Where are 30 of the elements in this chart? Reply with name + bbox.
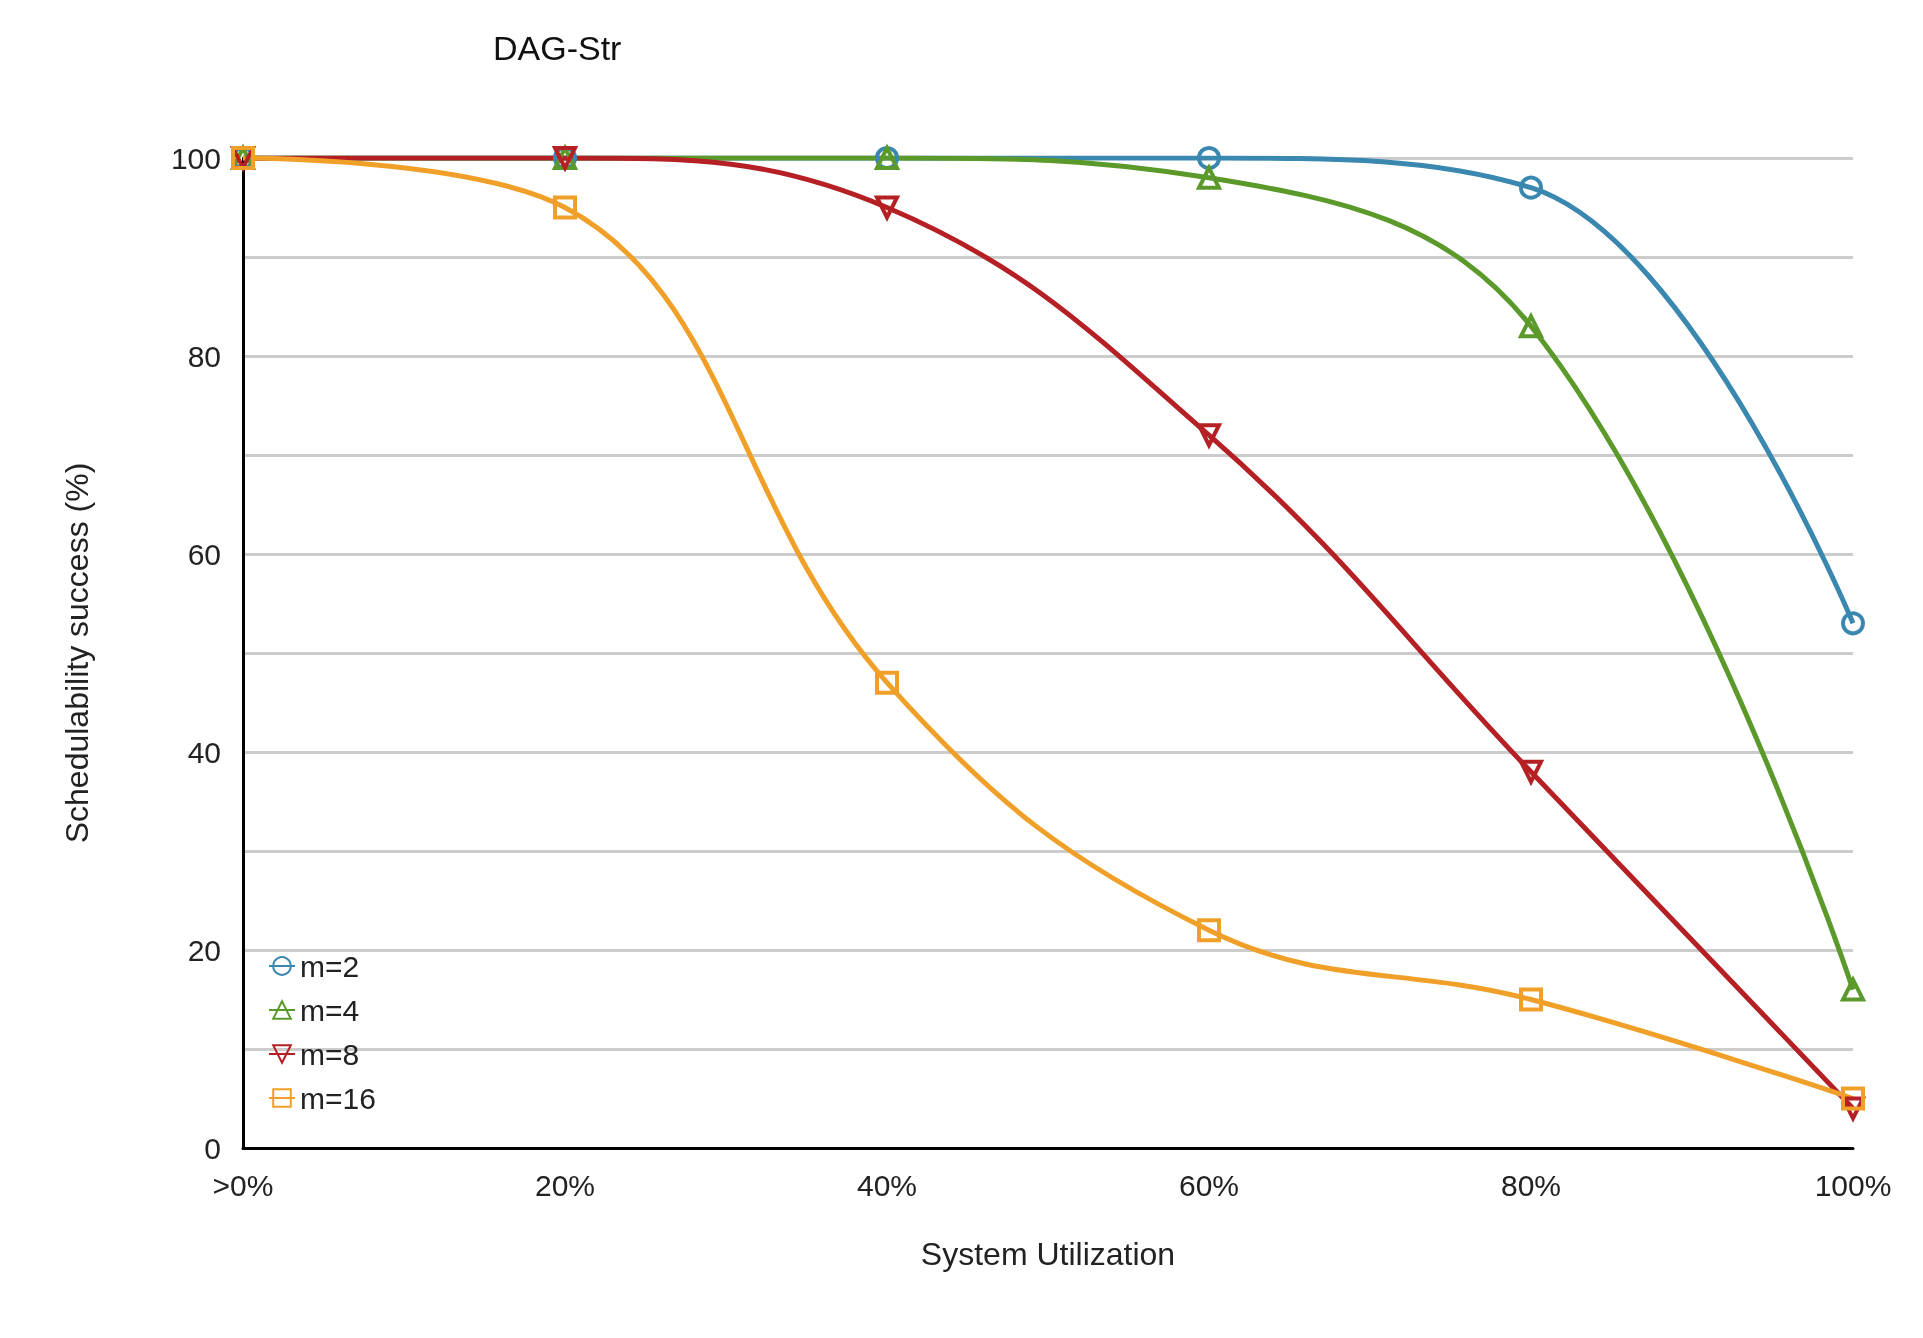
point — [1195, 163, 1223, 190]
point — [553, 195, 577, 220]
y-tick-label: 40 — [187, 735, 221, 769]
y-tick-label: 0 — [204, 1131, 221, 1165]
legend-label: m=8 — [300, 1037, 360, 1071]
chart-title: DAG-Str — [493, 29, 622, 67]
x-tick-label: 40% — [856, 1168, 918, 1202]
x-tick-label: 100% — [1814, 1168, 1892, 1202]
point — [1197, 146, 1221, 170]
point — [1841, 611, 1865, 636]
point — [1197, 918, 1221, 943]
point — [1839, 975, 1867, 1002]
y-tick-label: 20 — [187, 933, 221, 967]
y-tick-label: 60 — [187, 537, 221, 571]
point — [1841, 1086, 1865, 1111]
legend-label: m=4 — [300, 993, 360, 1027]
y-tick-label: 100 — [170, 141, 221, 175]
point — [875, 670, 899, 695]
point — [1519, 987, 1543, 1012]
point — [1197, 423, 1223, 450]
x-tick-label: 20% — [534, 1168, 596, 1202]
y-axis-title: Schedulability success (%) — [59, 462, 95, 844]
x-tick-label: >0% — [212, 1168, 274, 1202]
x-tick-label: 60% — [1178, 1168, 1240, 1202]
point — [1519, 175, 1543, 200]
y-tick-label: 80 — [187, 339, 221, 373]
legend-label: m=2 — [300, 949, 360, 983]
x-axis-title: System Utilization — [920, 1236, 1176, 1272]
x-tick-label: 80% — [1500, 1168, 1562, 1202]
legend-label: m=16 — [300, 1081, 376, 1115]
